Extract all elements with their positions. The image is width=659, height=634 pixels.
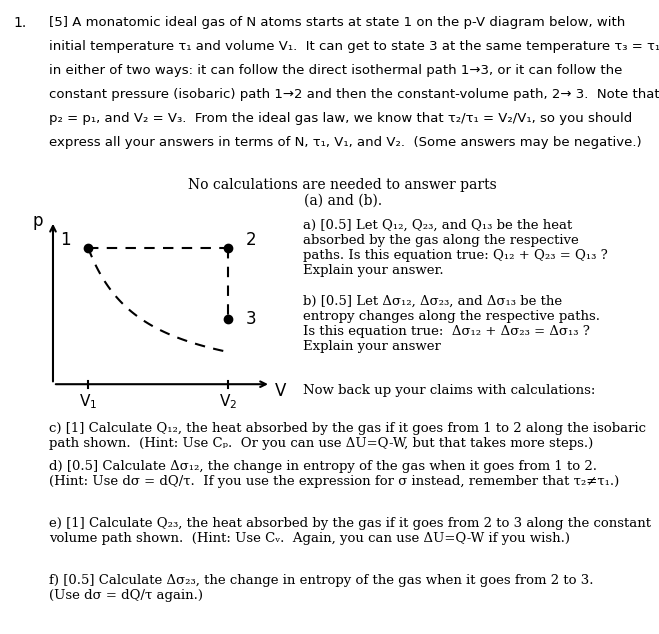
Text: V$_2$: V$_2$ — [219, 392, 237, 411]
Text: e) [1] Calculate Q₂₃, the heat absorbed by the gas if it goes from 2 to 3 along : e) [1] Calculate Q₂₃, the heat absorbed … — [49, 517, 652, 545]
Text: [5] A monatomic ideal gas of N atoms starts at state 1 on the p-V diagram below,: [5] A monatomic ideal gas of N atoms sta… — [49, 16, 625, 29]
Text: V$_1$: V$_1$ — [79, 392, 97, 411]
Text: 2: 2 — [246, 231, 256, 249]
Text: 1: 1 — [60, 231, 71, 249]
Text: a) [0.5] Let Q₁₂, Q₂₃, and Q₁₃ be the heat
absorbed by the gas along the respect: a) [0.5] Let Q₁₂, Q₂₃, and Q₁₃ be the he… — [303, 219, 608, 276]
Text: p: p — [33, 212, 43, 230]
Text: No calculations are needed to answer parts
(a) and (b).: No calculations are needed to answer par… — [188, 178, 497, 208]
Text: constant pressure (isobaric) path 1→2 and then the constant-volume path, 2→ 3.  : constant pressure (isobaric) path 1→2 an… — [49, 88, 659, 101]
Text: d) [0.5] Calculate Δσ₁₂, the change in entropy of the gas when it goes from 1 to: d) [0.5] Calculate Δσ₁₂, the change in e… — [49, 460, 619, 488]
Text: f) [0.5] Calculate Δσ₂₃, the change in entropy of the gas when it goes from 2 to: f) [0.5] Calculate Δσ₂₃, the change in e… — [49, 574, 594, 602]
Text: V: V — [275, 382, 287, 400]
Text: 3: 3 — [246, 309, 256, 328]
Text: 1.: 1. — [13, 16, 26, 30]
Text: Now back up your claims with calculations:: Now back up your claims with calculation… — [303, 384, 596, 397]
Text: p₂ = p₁, and V₂ = V₃.  From the ideal gas law, we know that τ₂/τ₁ = V₂/V₁, so yo: p₂ = p₁, and V₂ = V₃. From the ideal gas… — [49, 112, 633, 126]
Text: express all your answers in terms of N, τ₁, V₁, and V₂.  (Some answers may be ne: express all your answers in terms of N, … — [49, 136, 642, 150]
Text: in either of two ways: it can follow the direct isothermal path 1→3, or it can f: in either of two ways: it can follow the… — [49, 64, 623, 77]
Text: initial temperature τ₁ and volume V₁.  It can get to state 3 at the same tempera: initial temperature τ₁ and volume V₁. It… — [49, 40, 659, 53]
Text: c) [1] Calculate Q₁₂, the heat absorbed by the gas if it goes from 1 to 2 along : c) [1] Calculate Q₁₂, the heat absorbed … — [49, 422, 646, 450]
Text: b) [0.5] Let Δσ₁₂, Δσ₂₃, and Δσ₁₃ be the
entropy changes along the respective pa: b) [0.5] Let Δσ₁₂, Δσ₂₃, and Δσ₁₃ be the… — [303, 295, 600, 353]
